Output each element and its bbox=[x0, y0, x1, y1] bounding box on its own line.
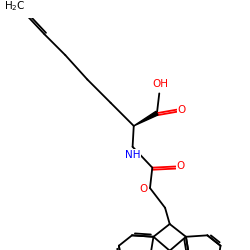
Text: H$_2$C: H$_2$C bbox=[4, 0, 25, 13]
Text: O: O bbox=[140, 184, 148, 194]
Text: O: O bbox=[178, 105, 186, 115]
Polygon shape bbox=[134, 111, 158, 126]
Text: O: O bbox=[176, 162, 185, 172]
Text: NH: NH bbox=[125, 150, 140, 160]
Text: OH: OH bbox=[152, 79, 168, 89]
